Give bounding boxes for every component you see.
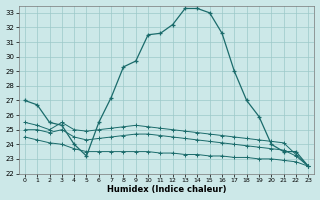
X-axis label: Humidex (Indice chaleur): Humidex (Indice chaleur)	[107, 185, 226, 194]
